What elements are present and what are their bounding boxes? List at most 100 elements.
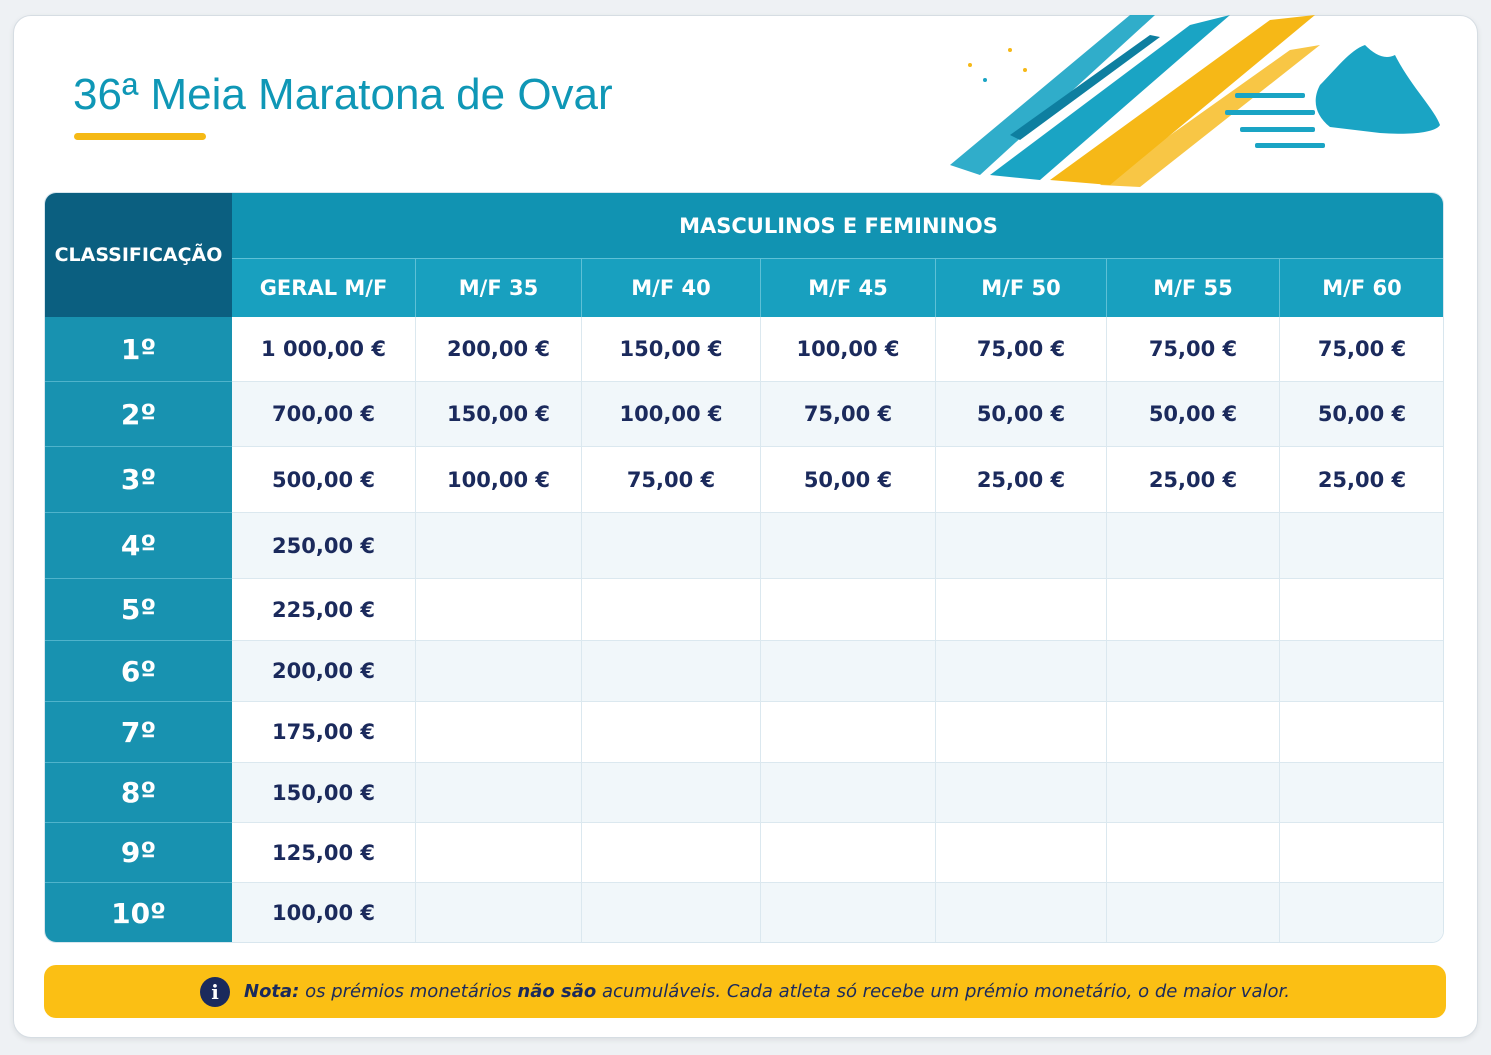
prize-cell: 100,00 € bbox=[232, 883, 416, 942]
prize-cell: 50,00 € bbox=[761, 447, 936, 513]
column-header: M/F 40 bbox=[582, 258, 761, 317]
column-header: M/F 50 bbox=[936, 258, 1107, 317]
prize-cell: 150,00 € bbox=[582, 317, 761, 382]
rank-cell: 3º bbox=[45, 447, 232, 513]
prize-cell: 100,00 € bbox=[761, 317, 936, 382]
prize-cell: 100,00 € bbox=[582, 382, 761, 447]
column-header: M/F 45 bbox=[761, 258, 936, 317]
prize-cell: 200,00 € bbox=[232, 641, 416, 702]
empty-cell bbox=[1280, 823, 1443, 883]
prize-cell: 25,00 € bbox=[1107, 447, 1280, 513]
prize-cell: 75,00 € bbox=[1280, 317, 1443, 382]
empty-cell bbox=[582, 883, 761, 942]
prize-cell: 75,00 € bbox=[582, 447, 761, 513]
empty-cell bbox=[416, 641, 582, 702]
rank-cell: 6º bbox=[45, 641, 232, 702]
rank-cell: 2º bbox=[45, 382, 232, 447]
empty-cell bbox=[582, 823, 761, 883]
empty-cell bbox=[1280, 702, 1443, 763]
empty-cell bbox=[1107, 641, 1280, 702]
empty-cell bbox=[416, 702, 582, 763]
empty-cell bbox=[761, 513, 936, 579]
title: 36ª Meia Maratona de Ovar bbox=[73, 70, 613, 119]
prize-cell: 25,00 € bbox=[936, 447, 1107, 513]
empty-cell bbox=[761, 763, 936, 823]
prize-cell: 1 000,00 € bbox=[232, 317, 416, 382]
note-emphasis: não são bbox=[517, 981, 597, 1002]
empty-cell bbox=[1107, 883, 1280, 942]
column-header: M/F 35 bbox=[416, 258, 582, 317]
prize-cell: 50,00 € bbox=[1280, 382, 1443, 447]
prize-cell: 150,00 € bbox=[416, 382, 582, 447]
empty-cell bbox=[1280, 513, 1443, 579]
rank-cell: 7º bbox=[45, 702, 232, 763]
note-text: os prémios monetários bbox=[299, 981, 518, 1002]
empty-cell bbox=[936, 702, 1107, 763]
prize-cell: 75,00 € bbox=[761, 382, 936, 447]
empty-cell bbox=[416, 763, 582, 823]
empty-cell bbox=[761, 641, 936, 702]
decoration bbox=[950, 15, 1440, 187]
prize-cell: 100,00 € bbox=[416, 447, 582, 513]
rank-cell: 1º bbox=[45, 317, 232, 382]
prize-cell: 25,00 € bbox=[1280, 447, 1443, 513]
empty-cell bbox=[416, 513, 582, 579]
empty-cell bbox=[936, 513, 1107, 579]
empty-cell bbox=[936, 641, 1107, 702]
note-bar: i Nota: os prémios monetários não são ac… bbox=[44, 965, 1446, 1018]
prize-cell: 225,00 € bbox=[232, 579, 416, 641]
prize-cell: 150,00 € bbox=[232, 763, 416, 823]
prize-cell: 200,00 € bbox=[416, 317, 582, 382]
note-text: acumuláveis. Cada atleta só recebe um pr… bbox=[596, 981, 1290, 1002]
empty-cell bbox=[582, 641, 761, 702]
empty-cell bbox=[582, 513, 761, 579]
prize-table: CLASSIFICAÇÃO MASCULINOS E FEMININOS GERAL… bbox=[44, 192, 1444, 943]
empty-cell bbox=[1280, 579, 1443, 641]
note-label: Nota: bbox=[244, 981, 300, 1002]
prize-cell: 175,00 € bbox=[232, 702, 416, 763]
rank-cell: 5º bbox=[45, 579, 232, 641]
empty-cell bbox=[936, 579, 1107, 641]
column-header: GERAL M/F bbox=[232, 258, 416, 317]
rank-cell: 4º bbox=[45, 513, 232, 579]
info-icon: i bbox=[200, 976, 230, 1007]
prize-cell: 75,00 € bbox=[1107, 317, 1280, 382]
empty-cell bbox=[582, 579, 761, 641]
empty-cell bbox=[936, 823, 1107, 883]
empty-cell bbox=[1280, 763, 1443, 823]
empty-cell bbox=[1280, 883, 1443, 942]
rank-cell: 10º bbox=[45, 883, 232, 942]
column-header: M/F 55 bbox=[1107, 258, 1280, 317]
prize-cell: 75,00 € bbox=[936, 317, 1107, 382]
rank-cell: 9º bbox=[45, 823, 232, 883]
empty-cell bbox=[416, 883, 582, 942]
rank-cell: 8º bbox=[45, 763, 232, 823]
rank-header: CLASSIFICAÇÃO bbox=[45, 193, 232, 317]
column-header: M/F 60 bbox=[1280, 258, 1443, 317]
prize-cell: 500,00 € bbox=[232, 447, 416, 513]
prize-cell: 250,00 € bbox=[232, 513, 416, 579]
empty-cell bbox=[761, 883, 936, 942]
prize-cell: 700,00 € bbox=[232, 382, 416, 447]
empty-cell bbox=[416, 579, 582, 641]
empty-cell bbox=[1107, 763, 1280, 823]
empty-cell bbox=[761, 702, 936, 763]
empty-cell bbox=[582, 763, 761, 823]
empty-cell bbox=[1107, 579, 1280, 641]
prize-cell: 50,00 € bbox=[936, 382, 1107, 447]
empty-cell bbox=[582, 702, 761, 763]
group-header: MASCULINOS E FEMININOS bbox=[232, 193, 1443, 258]
empty-cell bbox=[1107, 823, 1280, 883]
title-underline bbox=[74, 133, 206, 140]
prize-cell: 50,00 € bbox=[1107, 382, 1280, 447]
empty-cell bbox=[1107, 513, 1280, 579]
empty-cell bbox=[1107, 702, 1280, 763]
empty-cell bbox=[936, 883, 1107, 942]
empty-cell bbox=[761, 579, 936, 641]
empty-cell bbox=[416, 823, 582, 883]
empty-cell bbox=[1280, 641, 1443, 702]
empty-cell bbox=[936, 763, 1107, 823]
prize-cell: 125,00 € bbox=[232, 823, 416, 883]
empty-cell bbox=[761, 823, 936, 883]
